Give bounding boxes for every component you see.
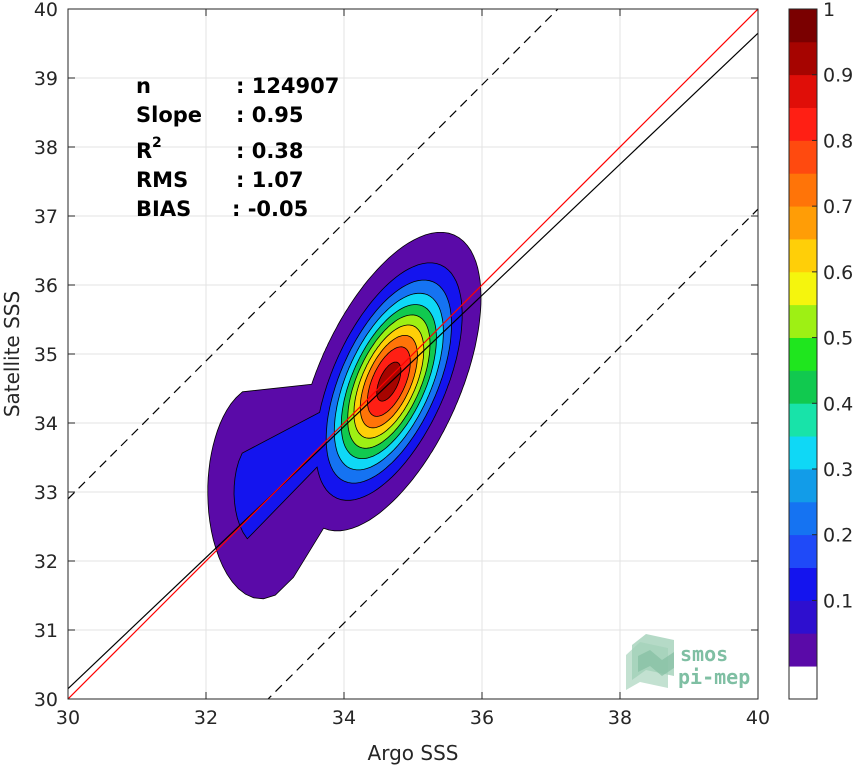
y-tick-label: 37: [34, 206, 58, 228]
upper-bound-line: [68, 9, 559, 500]
y-tick-label: 30: [34, 689, 58, 711]
colorbar-segment: [789, 337, 817, 371]
stat-r2-value: : 0.38: [236, 139, 304, 163]
x-axis-label: Argo SSS: [368, 741, 459, 765]
y-tick-label: 35: [34, 344, 58, 366]
y-tick-label: 34: [34, 413, 58, 435]
x-tick-label: 34: [332, 707, 356, 729]
colorbar-segment: [789, 206, 817, 240]
colorbar-tick-label: 0.6: [823, 262, 853, 284]
colorbar-tick-label: 0.7: [823, 196, 853, 218]
logo-wave-icon: [626, 634, 674, 690]
x-tick-label: 38: [608, 707, 632, 729]
colorbar-segment: [789, 633, 817, 667]
x-tick-label: 40: [746, 707, 770, 729]
colorbar-segment: [789, 74, 817, 108]
y-tick-label: 31: [34, 620, 58, 642]
logo-line1: smos: [680, 642, 728, 666]
x-tick-label: 30: [56, 707, 80, 729]
colorbar-segment: [789, 41, 817, 76]
colorbar-segment: [789, 403, 817, 437]
colorbar-tick-label: 0.2: [823, 525, 853, 547]
y-tick-label: 38: [34, 137, 58, 159]
stat-slope-label: Slope: [136, 103, 202, 127]
stat-rms-label: RMS: [136, 168, 188, 192]
stat-r2-label: R: [136, 139, 152, 163]
density-contours: [207, 232, 482, 600]
colorbar-segment: [789, 304, 817, 338]
identity-line: [68, 9, 758, 699]
axis-ticks: 30 32 34 36 38 40 30 31 32 33 34 35 36 37 38 39 40: [34, 0, 770, 729]
stat-n-value: : 124907: [236, 74, 339, 98]
stat-r2-sup: 2: [152, 135, 162, 151]
lower-bound-line: [267, 208, 758, 699]
colorbar-tick-label: 0.9: [823, 65, 853, 87]
colorbar-segment: [789, 534, 817, 568]
colorbar-segment: [789, 173, 817, 207]
colorbar-segment: [789, 9, 817, 43]
colorbar-tick-label: 0.1: [823, 590, 853, 612]
colorbar-segment: [789, 567, 817, 601]
y-tick-label: 33: [34, 482, 58, 504]
y-tick-label: 36: [34, 275, 58, 297]
y-axis-label: Satellite SSS: [0, 291, 24, 417]
stat-slope-value: : 0.95: [236, 103, 304, 127]
colorbar-frame: [788, 8, 818, 700]
colorbar-segment: [789, 370, 817, 404]
colorbar-tick-label: 1: [823, 0, 835, 21]
stat-n-label: n: [136, 74, 151, 98]
colorbar-segment: [789, 600, 817, 634]
colorbar-segment: [789, 469, 817, 503]
stat-rms-value: : 1.07: [236, 168, 304, 192]
colorbar-segment: [789, 436, 817, 470]
colorbar-segment: [789, 501, 817, 536]
smos-pimep-logo: smos pi-mep: [626, 634, 750, 690]
colorbar-segment: [789, 107, 817, 141]
colorbar-segment: [789, 271, 817, 306]
stats-box: n : 124907 Slope : 0.95 R 2 : 0.38 RMS :…: [136, 74, 339, 221]
colorbar-tick-label: 0.3: [823, 459, 853, 481]
colorbar-segment: [789, 666, 817, 700]
colorbar: 0.1 0.2 0.3 0.4 0.5 0.6 0.7 0.8 0.9 1: [788, 0, 853, 700]
stat-bias-label: BIAS: [136, 197, 191, 221]
stat-bias-value: : -0.05: [232, 197, 308, 221]
colorbar-tick-label: 0.5: [823, 328, 853, 350]
colorbar-segment: [789, 239, 817, 273]
y-tick-label: 39: [34, 68, 58, 90]
x-tick-label: 36: [470, 707, 494, 729]
colorbar-tick-label: 0.4: [823, 393, 853, 415]
colorbar-segment: [789, 140, 817, 174]
colorbar-tick-label: 0.8: [823, 130, 853, 152]
logo-line2: pi-mep: [678, 665, 750, 689]
y-tick-label: 40: [34, 0, 58, 21]
x-tick-label: 32: [194, 707, 218, 729]
reference-lines: [68, 9, 758, 699]
regression-line: [68, 32, 758, 690]
y-tick-label: 32: [34, 551, 58, 573]
